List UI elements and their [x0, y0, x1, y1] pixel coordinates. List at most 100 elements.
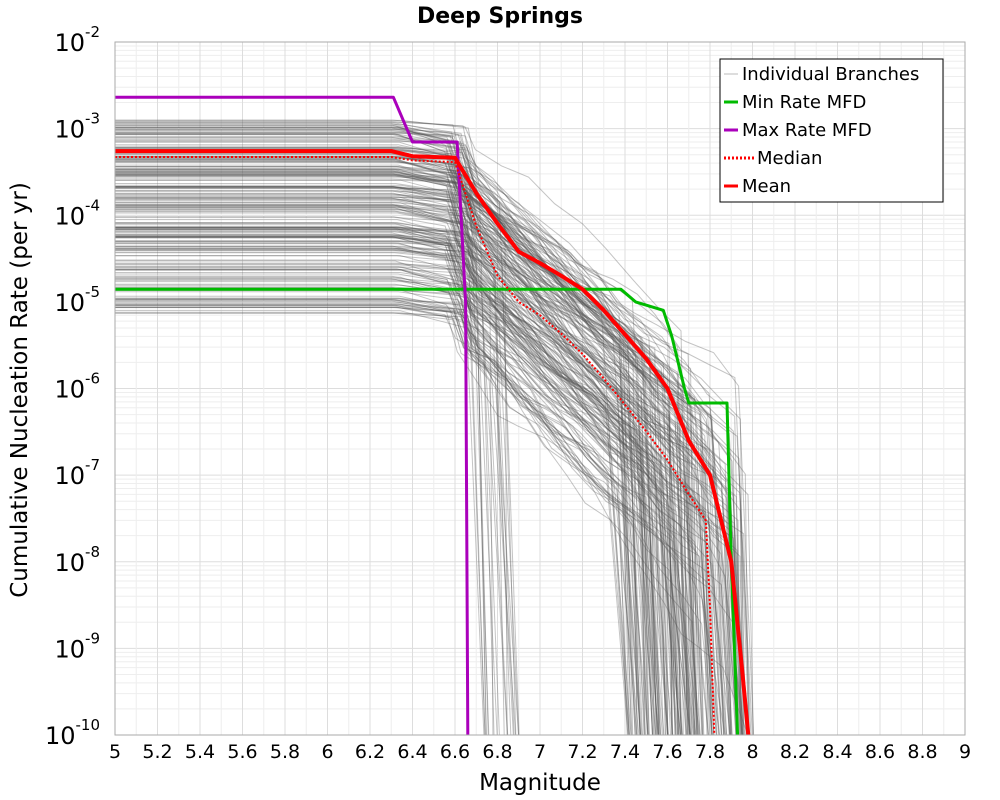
branch-line	[115, 227, 683, 735]
branch-line	[115, 260, 725, 735]
branch-line	[115, 140, 738, 735]
branch-line	[115, 237, 498, 735]
branch-line	[115, 193, 679, 735]
branch-line	[115, 121, 730, 735]
branch-line	[115, 216, 703, 735]
branch-line	[115, 310, 487, 735]
branch-line	[115, 245, 717, 735]
branch-line	[115, 121, 660, 735]
branch-line	[115, 304, 749, 735]
branch-line	[115, 202, 683, 735]
branch-line	[115, 227, 683, 735]
branch-line	[115, 212, 701, 735]
y-tick-label: 10-6	[54, 370, 100, 404]
y-tick-label: 10-9	[54, 629, 100, 663]
branch-line	[115, 153, 676, 735]
branch-line	[115, 132, 755, 735]
branch-line	[115, 242, 688, 735]
branch-line	[115, 229, 681, 735]
branch-line	[115, 228, 715, 735]
branch-line	[115, 283, 642, 735]
branch-line	[115, 236, 691, 735]
branch-line	[115, 172, 744, 735]
branch-line	[115, 226, 717, 735]
branch-line	[115, 204, 722, 735]
plot-frame	[114, 41, 966, 736]
branch-line	[115, 312, 695, 735]
y-axis: 10-2 10-3 10-4 10-5 10-6 10-7 10-8 10-9 10-10	[45, 23, 100, 750]
legend-label: Individual Branches	[742, 64, 919, 85]
branch-line	[115, 298, 629, 735]
branch-line	[115, 174, 699, 735]
branch-line	[115, 207, 741, 735]
branch-line	[115, 176, 731, 735]
branch-line	[115, 127, 701, 735]
plot-border	[114, 41, 966, 736]
branch-line	[115, 248, 520, 735]
branch-line	[115, 134, 634, 735]
branch-line	[115, 229, 660, 735]
branch-line	[115, 242, 677, 735]
branch-line	[115, 240, 704, 735]
branch-line	[115, 249, 681, 735]
branch-line	[115, 196, 654, 735]
y-tick-label: 10-2	[54, 23, 100, 57]
branch-line	[115, 206, 698, 735]
branch-line	[115, 170, 661, 735]
legend-label: Min Rate MFD	[742, 92, 866, 113]
branch-line	[115, 202, 683, 735]
branch-line	[115, 263, 668, 735]
branch-line	[115, 286, 658, 735]
branch-line	[115, 304, 665, 735]
x-tick-label: 7.4	[610, 741, 640, 763]
branch-line	[115, 155, 641, 735]
branch-line	[115, 174, 748, 735]
series-line-median	[115, 156, 716, 735]
branch-line	[115, 209, 487, 735]
branch-line	[115, 269, 733, 735]
branch-line	[115, 122, 632, 735]
y-tick-label: 10-5	[54, 283, 100, 317]
branch-line	[115, 228, 677, 735]
branch-line	[115, 246, 653, 735]
legend-label: Mean	[742, 176, 791, 197]
branch-line	[115, 222, 640, 735]
branch-line	[115, 204, 649, 735]
branch-line	[115, 167, 673, 735]
branch-line	[115, 130, 676, 735]
branch-line	[115, 269, 745, 735]
x-tick-label: 8.2	[780, 741, 810, 763]
branch-line	[115, 174, 649, 735]
branch-line	[115, 228, 662, 735]
branch-line	[115, 194, 737, 735]
branch-line	[115, 206, 669, 735]
branch-line	[115, 290, 653, 735]
x-tick-label: 6.2	[355, 741, 385, 763]
x-tick-label: 5.8	[270, 741, 300, 763]
x-tick-label: 6.6	[440, 741, 470, 763]
branch-line	[115, 284, 486, 735]
branch-line	[115, 192, 687, 735]
branch-line	[115, 302, 633, 735]
branch-line	[115, 134, 752, 735]
series-lines	[115, 95, 751, 735]
branch-line	[115, 300, 726, 735]
branch-line	[115, 206, 505, 735]
x-tick-label: 8.8	[907, 741, 937, 763]
branch-line	[115, 229, 679, 735]
branch-line	[115, 159, 712, 735]
branch-line	[115, 203, 663, 735]
branch-line	[115, 279, 679, 735]
branch-line	[115, 166, 668, 735]
branch-line	[115, 210, 737, 735]
branch-line	[115, 252, 680, 735]
branch-line	[115, 299, 657, 735]
branch-line	[115, 304, 743, 735]
branch-line	[115, 136, 732, 735]
branch-line	[115, 245, 646, 735]
branch-line	[115, 235, 730, 735]
branch-line	[115, 305, 509, 735]
branch-line	[115, 157, 698, 735]
branch-line	[115, 231, 750, 735]
